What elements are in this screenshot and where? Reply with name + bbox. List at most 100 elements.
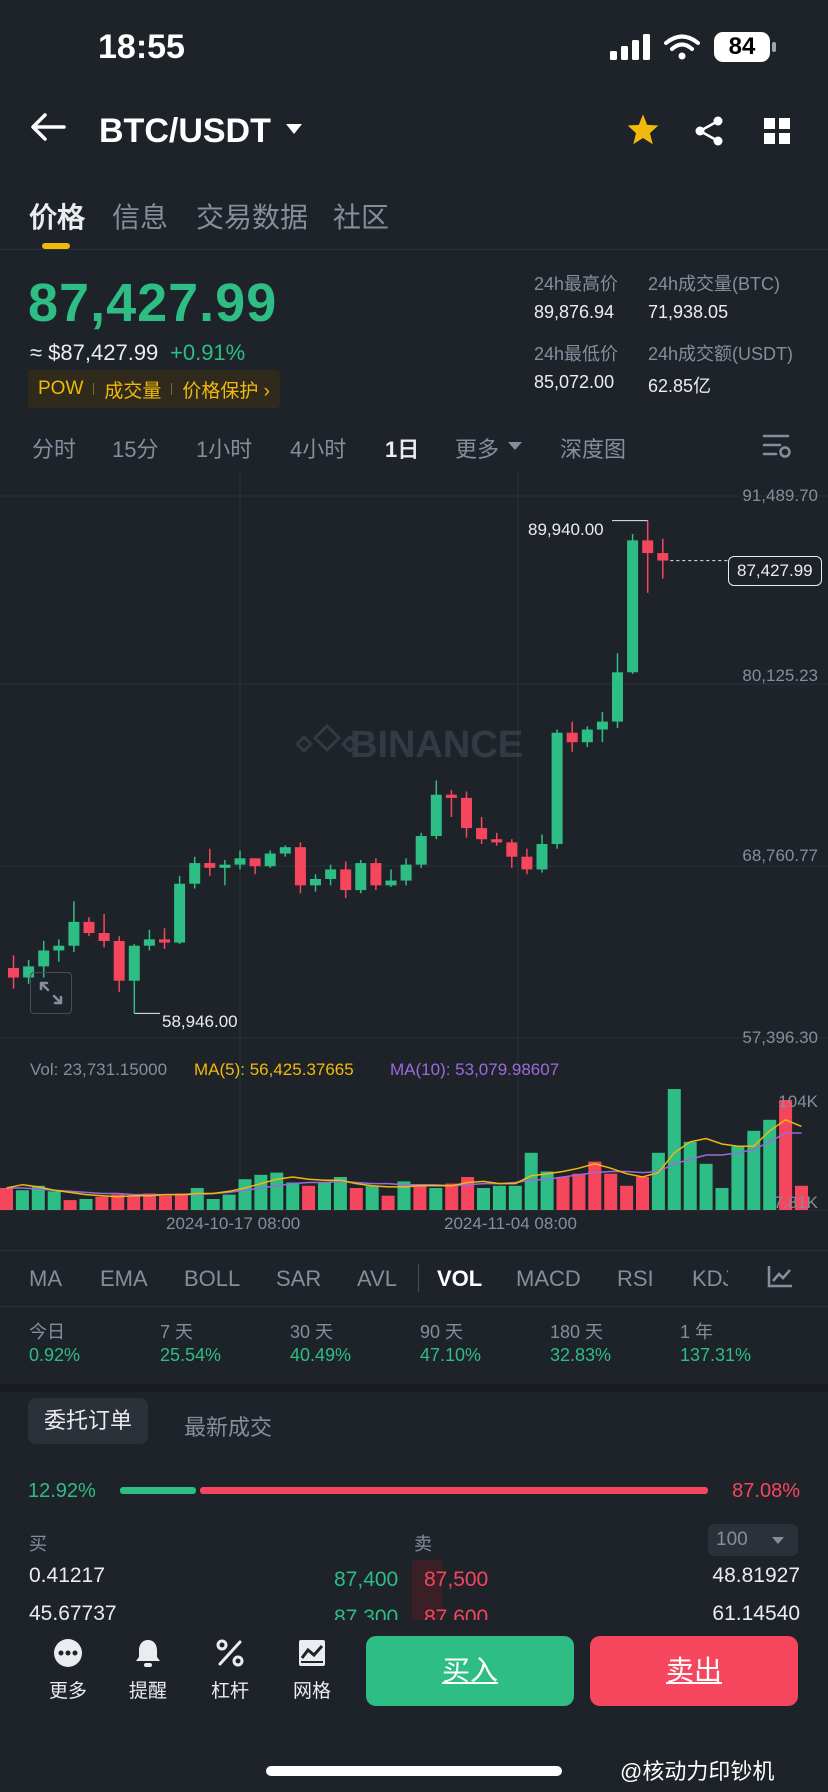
ask-quantity[interactable]: 48.81927 bbox=[712, 1564, 800, 1587]
candle-body bbox=[445, 794, 457, 798]
high-marker-label: 89,940.00 bbox=[528, 520, 604, 539]
indicator-ma[interactable]: MA bbox=[29, 1266, 62, 1291]
volume-bar bbox=[254, 1174, 268, 1210]
pair-title[interactable]: BTC/USDT bbox=[99, 112, 271, 150]
buy-button[interactable]: 买入 bbox=[366, 1636, 574, 1706]
depth-select[interactable]: 100 bbox=[708, 1524, 798, 1556]
perf-value: 32.83% bbox=[550, 1345, 612, 1365]
tab-info[interactable]: 信息 bbox=[112, 202, 169, 233]
indicator-avl[interactable]: AVL bbox=[357, 1266, 397, 1291]
perf-value: 40.49% bbox=[290, 1345, 352, 1365]
more-caret-icon[interactable] bbox=[508, 442, 522, 450]
y-axis-label: 68,760.77 bbox=[742, 846, 818, 865]
tag-bar[interactable]: POW 成交量 价格保护 › bbox=[28, 370, 281, 408]
volume-bar bbox=[365, 1185, 379, 1210]
volume-bar bbox=[111, 1194, 125, 1210]
candle-body bbox=[581, 729, 593, 743]
indicator-rsi[interactable]: RSI bbox=[617, 1266, 654, 1291]
bid-price[interactable]: 87,400 bbox=[334, 1568, 399, 1591]
apps-grid-icon[interactable] bbox=[764, 118, 790, 144]
tab-order-book[interactable]: 委托订单 bbox=[28, 1398, 149, 1444]
interval-time[interactable]: 分时 bbox=[32, 437, 77, 462]
more-label: 更多 bbox=[48, 1681, 87, 1702]
interval-more[interactable]: 更多 bbox=[455, 437, 500, 462]
interval-depth[interactable]: 深度图 bbox=[560, 437, 627, 462]
pair-dropdown-icon[interactable] bbox=[286, 124, 302, 134]
interval-15m[interactable]: 15分 bbox=[112, 437, 159, 462]
candle-body bbox=[596, 721, 608, 730]
indicator-kdj[interactable]: KDJ bbox=[692, 1266, 728, 1291]
volume-bar bbox=[0, 1188, 13, 1210]
fullscreen-button[interactable] bbox=[30, 972, 72, 1014]
favorite-star-icon[interactable] bbox=[626, 113, 660, 145]
candle-body bbox=[294, 847, 306, 886]
volume-bar bbox=[270, 1172, 284, 1210]
perf-label: 今日 bbox=[29, 1322, 65, 1342]
bid-percentage: 12.92% bbox=[28, 1480, 96, 1502]
home-indicator bbox=[266, 1766, 562, 1776]
candle-body bbox=[83, 921, 95, 934]
alert-button[interactable]: 提醒 bbox=[118, 1638, 178, 1703]
depth-value: 100 bbox=[716, 1529, 748, 1550]
indicator-boll[interactable]: BOLL bbox=[184, 1266, 241, 1291]
candle-body bbox=[249, 858, 261, 867]
volume-bar bbox=[349, 1188, 363, 1210]
candle-body bbox=[219, 864, 231, 868]
indicator-settings-icon[interactable] bbox=[766, 1264, 794, 1290]
candlestick-chart[interactable]: BINANCE bbox=[0, 470, 828, 1250]
tab-community[interactable]: 社区 bbox=[333, 202, 390, 233]
volume-bar bbox=[333, 1177, 347, 1210]
tag-pow[interactable]: POW bbox=[38, 378, 84, 399]
volume-bar bbox=[381, 1195, 395, 1210]
volume-bar bbox=[95, 1196, 109, 1210]
tab-recent-trades[interactable]: 最新成交 bbox=[184, 1415, 273, 1440]
indicator-vol[interactable]: VOL bbox=[437, 1266, 483, 1291]
indicator-sar[interactable]: SAR bbox=[276, 1266, 322, 1291]
interval-4h[interactable]: 4小时 bbox=[290, 437, 347, 462]
candle-body bbox=[113, 940, 125, 981]
volume-bar bbox=[222, 1194, 236, 1210]
candle-body bbox=[159, 939, 170, 943]
candle-body bbox=[385, 880, 397, 886]
candle-body bbox=[536, 843, 548, 870]
bid-quantity[interactable]: 0.41217 bbox=[29, 1564, 105, 1587]
back-arrow-icon[interactable] bbox=[30, 112, 66, 142]
tag-volume[interactable]: 成交量 bbox=[104, 380, 162, 402]
stat-volume-btc-value: 71,938.05 bbox=[648, 302, 729, 322]
leverage-button[interactable]: 杠杆 bbox=[200, 1638, 260, 1703]
candle-body bbox=[566, 732, 578, 743]
candle-body bbox=[234, 858, 246, 865]
ask-quantity[interactable]: 61.14540 bbox=[712, 1602, 800, 1625]
volume-bar bbox=[731, 1146, 745, 1210]
more-button[interactable]: 更多 bbox=[38, 1638, 98, 1703]
indicator-macd[interactable]: MACD bbox=[516, 1266, 581, 1291]
volume-bar bbox=[795, 1185, 808, 1210]
divider bbox=[0, 1306, 828, 1307]
candle-body bbox=[506, 842, 518, 857]
indicator-ema[interactable]: EMA bbox=[100, 1266, 148, 1291]
stat-volume-usdt-label: 24h成交额(USDT) bbox=[648, 344, 794, 364]
volume-bar bbox=[445, 1183, 459, 1210]
tab-trading-data[interactable]: 交易数据 bbox=[196, 202, 309, 233]
volume-bar bbox=[556, 1177, 570, 1210]
grid-button[interactable]: 网格 bbox=[282, 1638, 342, 1703]
bid-quantity[interactable]: 45.67737 bbox=[29, 1602, 117, 1625]
tag-price-protection[interactable]: 价格保护 › bbox=[182, 380, 271, 402]
volume-axis-bottom: 7.81K bbox=[773, 1193, 818, 1212]
interval-1d[interactable]: 1日 bbox=[385, 437, 420, 462]
tab-price[interactable]: 价格 bbox=[29, 202, 86, 233]
share-icon[interactable] bbox=[694, 116, 724, 146]
ask-price[interactable]: 87,500 bbox=[424, 1568, 489, 1591]
volume-bar bbox=[174, 1193, 188, 1210]
tag-separator bbox=[93, 383, 95, 395]
candle-body bbox=[476, 828, 488, 840]
volume-bar bbox=[127, 1195, 141, 1210]
sell-button[interactable]: 卖出 bbox=[590, 1636, 798, 1706]
chart-settings-icon[interactable] bbox=[762, 432, 792, 460]
candle-body bbox=[551, 732, 563, 844]
interval-1h[interactable]: 1小时 bbox=[196, 437, 253, 462]
volume-bar bbox=[763, 1119, 777, 1210]
stat-volume-btc-label: 24h成交量(BTC) bbox=[648, 274, 781, 294]
candle-body bbox=[430, 794, 442, 837]
stat-low-label: 24h最低价 bbox=[534, 344, 619, 364]
